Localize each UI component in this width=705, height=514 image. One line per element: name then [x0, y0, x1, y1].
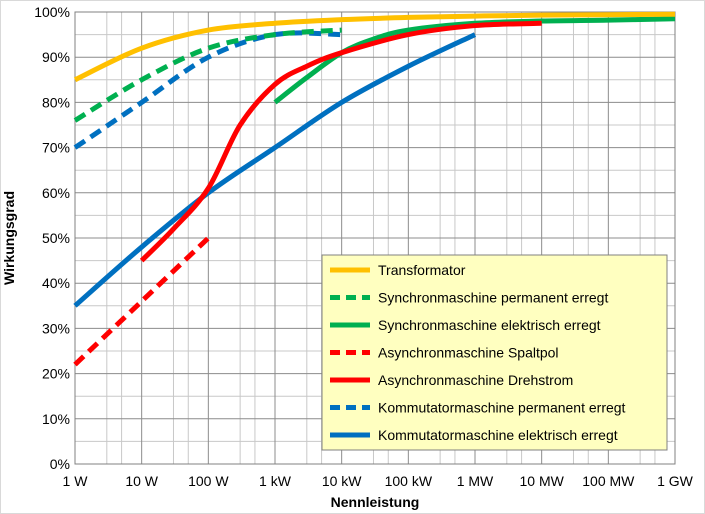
legend-label-synchronmaschine-permanent-erregt: Synchronmaschine permanent erregt — [378, 290, 608, 306]
series-line-kommutatormaschine-elektrisch-erregt — [73, 32, 477, 308]
x-tick-label: 10 MW — [519, 473, 564, 489]
x-axis-title: Nennleistung — [331, 494, 420, 510]
series-line-synchronmaschine-elektrisch-erregt — [273, 16, 676, 105]
x-tick-label: 1 MW — [457, 473, 494, 489]
y-tick-label: 0% — [50, 456, 70, 472]
y-tick-label: 70% — [42, 140, 70, 156]
legend-label-kommutatormaschine-elektrisch-erregt: Kommutatormaschine elektrisch erregt — [378, 427, 618, 443]
y-tick-label: 80% — [42, 94, 70, 110]
y-tick-label: 50% — [42, 230, 70, 246]
x-tick-label: 1 W — [63, 473, 89, 489]
y-tick-label: 60% — [42, 185, 70, 201]
series-line-kommutatormaschine-permanent-erregt — [73, 30, 342, 150]
series-line-asynchronmaschine-spaltpol — [73, 236, 211, 367]
y-axis-tick-labels: 0% 10% 20% 30% 40% 50% 60% 70% 80% 90% 100% — [34, 4, 70, 472]
y-tick-label: 100% — [34, 4, 70, 20]
series-line-asynchronmaschine-drehstrom — [139, 20, 542, 263]
x-tick-label: 100 W — [188, 473, 229, 489]
legend: Transformator Synchronmaschine permanent … — [321, 254, 668, 451]
y-tick-label: 90% — [42, 49, 70, 65]
legend-label-asynchronmaschine-spaltpol: Asynchronmaschine Spaltpol — [378, 345, 559, 361]
plot-border — [74, 11, 676, 465]
x-tick-label: 10 W — [125, 473, 158, 489]
x-tick-label: 1 GW — [657, 473, 694, 489]
x-tick-label: 10 kW — [322, 473, 362, 489]
series-line-transformator — [73, 11, 676, 83]
y-tick-label: 20% — [42, 366, 70, 382]
legend-label-transformator: Transformator — [378, 262, 466, 278]
legend-label-kommutatormaschine-permanent-erregt: Kommutatormaschine permanent erregt — [378, 400, 626, 416]
legend-box — [321, 254, 668, 451]
y-tick-label: 10% — [42, 411, 70, 427]
series-layer — [73, 11, 676, 367]
x-axis-tick-labels: 1 W 10 W 100 W 1 kW 10 kW 100 kW 1 MW 10 MW 100 … — [63, 473, 694, 489]
x-tick-label: 1 kW — [259, 473, 292, 489]
legend-label-asynchronmaschine-drehstrom: Asynchronmaschine Drehstrom — [378, 372, 573, 388]
legend-label-synchronmaschine-elektrisch-erregt: Synchronmaschine elektrisch erregt — [378, 317, 601, 333]
y-tick-label: 40% — [42, 275, 70, 291]
x-tick-label: 100 MW — [582, 473, 635, 489]
x-tick-label: 100 kW — [385, 473, 433, 489]
y-axis-title: Wirkungsgrad — [1, 191, 17, 285]
y-tick-label: 30% — [42, 320, 70, 336]
